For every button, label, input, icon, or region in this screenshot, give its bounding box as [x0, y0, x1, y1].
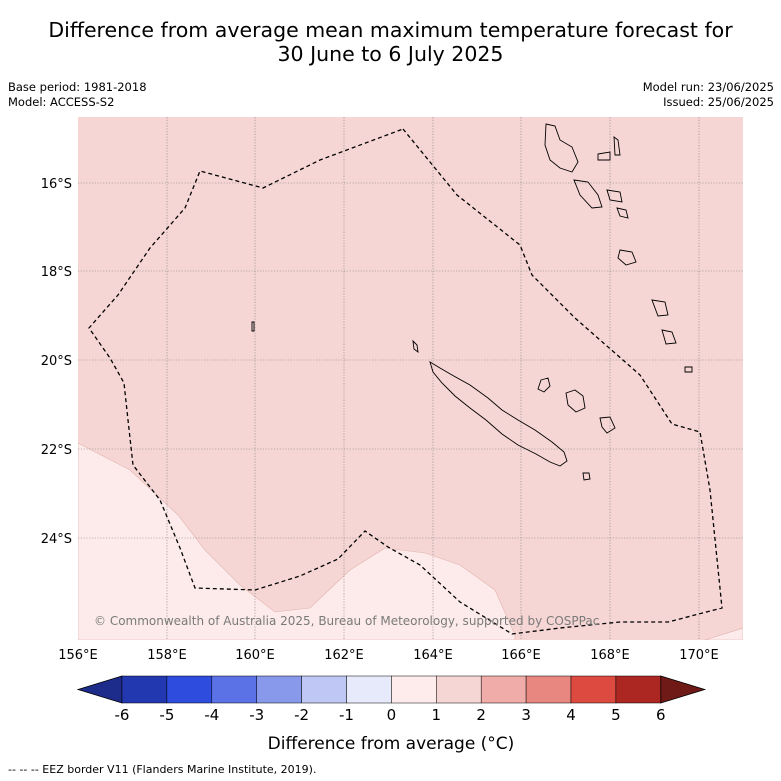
colorbar-tick-label: 3 [521, 706, 531, 724]
tanna-island [661, 329, 677, 345]
colorbar-tick-label: -3 [249, 706, 264, 724]
anomaly-fill-low-east [704, 627, 743, 640]
colorbar-tick-label: -6 [115, 706, 130, 724]
colorbar-tick-label: -1 [339, 706, 354, 724]
colorbar-tick-label: 0 [387, 706, 397, 724]
map-area[interactable] [78, 117, 743, 640]
isle-of-pines [582, 472, 591, 481]
ambrym-island [606, 189, 623, 203]
lon-label-168e: 168°E [590, 648, 630, 663]
aneityum-island [684, 366, 693, 373]
colorbar-tick-label: 6 [656, 706, 666, 724]
colorbar-extend-low [76, 675, 123, 704]
chart-title: Difference from average mean maximum tem… [0, 18, 781, 66]
colorbar-swatch [391, 675, 437, 704]
lon-label-166e: 166°E [501, 648, 541, 663]
colorbar: -6 -5 -4 -3 -2 -1 0 1 2 3 4 5 6 Difference from aver… [76, 675, 707, 754]
lon-axis: 156°E 158°E 160°E 162°E 164°E 166°E 168°… [58, 648, 719, 663]
colorbar-swatch [525, 675, 572, 704]
lat-label-18s: 18°S [41, 265, 72, 280]
lat-axis: 16°S 18°S 20°S 22°S 24°S [41, 177, 72, 547]
colorbar-labels: -6 -5 -4 -3 -2 -1 0 1 2 3 4 5 6 [115, 706, 666, 724]
lat-label-20s: 20°S [41, 354, 72, 369]
espiritu-santo [544, 123, 579, 173]
colorbar-tick-label: 5 [611, 706, 621, 724]
colorbar-swatch [570, 675, 617, 704]
model-name: Model: ACCESS-S2 [8, 95, 115, 109]
lat-label-16s: 16°S [41, 177, 72, 192]
colorbar-title: Difference from average (°C) [268, 734, 515, 754]
chesterfield-islands [251, 321, 255, 332]
lon-label-162e: 162°E [324, 648, 364, 663]
lon-label-158e: 158°E [147, 648, 187, 663]
colorbar-tick-label: -4 [204, 706, 219, 724]
colorbar-swatch [256, 675, 302, 704]
title-line-1: Difference from average mean maximum tem… [48, 18, 733, 42]
lat-label-22s: 22°S [41, 443, 72, 458]
issued-date: Issued: 25/06/2025 [663, 95, 774, 109]
colorbar-tick-label: 2 [476, 706, 486, 724]
ouvea-island [537, 377, 551, 393]
lat-label-24s: 24°S [41, 532, 72, 547]
meta-right: Model run: 23/06/2025 Issued: 25/06/2025 [643, 80, 774, 110]
colorbar-swatch [301, 675, 347, 704]
colorbar-swatch [615, 675, 662, 704]
colorbar-tick-label: 1 [432, 706, 442, 724]
colorbar-swatch [211, 675, 257, 704]
anomaly-fill-low [78, 442, 516, 640]
new-caledonia-island [429, 361, 568, 467]
title-line-2: 30 June to 6 July 2025 [277, 42, 504, 66]
colorbar-swatch [121, 675, 168, 704]
maewo-island [613, 136, 621, 156]
copyright-text: © Commonwealth of Australia 2025, Bureau… [94, 614, 599, 628]
belep-islands [412, 339, 419, 354]
colorbar-swatches [76, 675, 707, 704]
colorbar-swatch [480, 675, 527, 704]
colorbar-tick-label: -2 [294, 706, 309, 724]
eez-footnote: -- -- -- EEZ border V11 (Flanders Marine… [8, 763, 317, 776]
lifou-island [565, 389, 586, 413]
colorbar-swatch [436, 675, 482, 704]
base-period: Base period: 1981-2018 [8, 80, 147, 94]
colorbar-swatch [166, 675, 213, 704]
malakula-island [573, 179, 603, 209]
eez-border [88, 128, 723, 635]
colorbar-tick-label: 4 [566, 706, 576, 724]
colorbar-swatch [346, 675, 392, 704]
lon-label-160e: 160°E [235, 648, 275, 663]
lon-label-156e: 156°E [58, 648, 98, 663]
colorbar-tick-label: -5 [159, 706, 174, 724]
meta-left: Base period: 1981-2018 Model: ACCESS-S2 [8, 80, 147, 110]
epi-island [616, 207, 629, 219]
colorbar-extend-high [660, 675, 707, 704]
efate-island [617, 249, 637, 266]
lon-label-170e: 170°E [679, 648, 719, 663]
lon-label-164e: 164°E [413, 648, 453, 663]
model-run: Model run: 23/06/2025 [642, 80, 774, 94]
graticule [78, 117, 743, 640]
erromango-island [651, 299, 669, 317]
ambae-island [597, 151, 611, 161]
mare-island [599, 416, 616, 434]
